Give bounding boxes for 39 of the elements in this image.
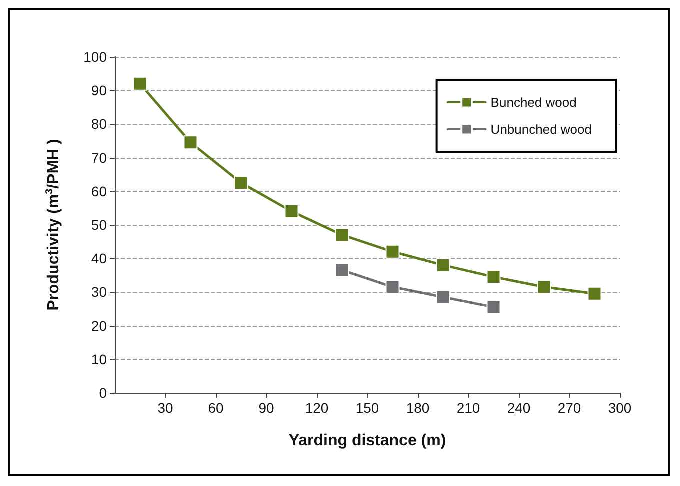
point <box>486 270 501 284</box>
x-axis-title: Yarding distance (m) <box>288 432 446 450</box>
point <box>234 176 248 190</box>
y-axis-title: Productivity (m3/PMH ) <box>44 139 62 311</box>
legend-label: Unbunched wood <box>490 122 592 137</box>
point <box>335 263 350 278</box>
y-tick-label: 30 <box>91 284 108 300</box>
y-tick-label: 60 <box>91 183 108 200</box>
x-tick-label: 150 <box>356 400 380 416</box>
y-tick-label: 90 <box>91 82 108 99</box>
point <box>588 286 602 301</box>
y-tick-label: 50 <box>91 217 108 233</box>
point <box>436 290 450 304</box>
y-tick-label: 20 <box>91 318 108 334</box>
x-tick-label: 240 <box>507 400 531 416</box>
point <box>486 300 501 314</box>
point <box>436 258 450 272</box>
point <box>386 280 400 294</box>
y-tick-label: 0 <box>99 385 108 401</box>
y-tick-label: 80 <box>91 116 108 132</box>
x-tick-label: 60 <box>208 400 224 416</box>
y-tick-label: 40 <box>91 250 108 267</box>
point <box>386 244 400 259</box>
x-tick-label: 120 <box>305 400 329 416</box>
point <box>537 280 552 294</box>
legend-label: Bunched wood <box>490 95 577 110</box>
point <box>133 76 148 91</box>
point <box>335 228 350 242</box>
y-tick-label: 70 <box>91 150 108 166</box>
x-tick-label: 90 <box>258 400 274 416</box>
x-tick-label: 270 <box>558 400 582 416</box>
x-tick-label: 300 <box>608 400 632 416</box>
x-tick-label: 210 <box>456 400 480 416</box>
x-tick-label: 180 <box>406 400 430 416</box>
point <box>284 204 299 219</box>
point <box>184 136 198 150</box>
y-tick-label: 100 <box>84 49 108 65</box>
x-tick-label: 30 <box>158 400 174 416</box>
y-tick-label: 10 <box>91 351 108 368</box>
